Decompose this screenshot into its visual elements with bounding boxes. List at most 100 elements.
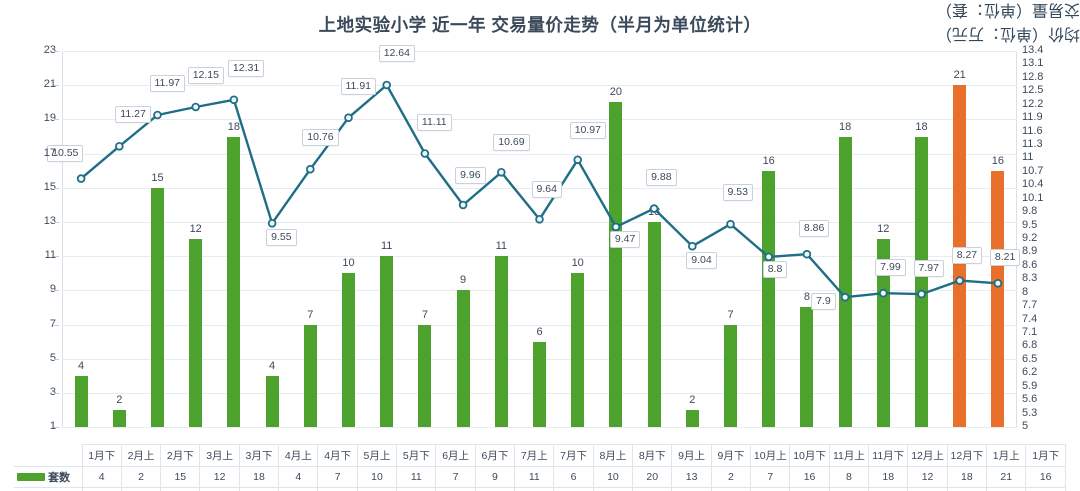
bar[interactable] xyxy=(533,341,546,427)
y-axis-left-tick: 21 xyxy=(43,78,56,91)
bar[interactable] xyxy=(342,273,355,427)
table-cell-price: 9.55 xyxy=(278,487,319,491)
table-cell-volume: 10 xyxy=(592,466,634,488)
bar-data-label: 15 xyxy=(151,171,164,184)
bar[interactable] xyxy=(380,256,394,427)
bar-data-label: 11 xyxy=(380,240,393,253)
line-marker[interactable] xyxy=(229,95,239,105)
line-marker[interactable] xyxy=(153,110,162,120)
y-axis-left-tick: 23 xyxy=(43,44,56,56)
line-data-label: 9.53 xyxy=(722,184,753,202)
bar[interactable] xyxy=(571,273,585,427)
bar[interactable] xyxy=(112,409,126,427)
bar[interactable] xyxy=(609,102,623,427)
y-axis-right-tick: 10.4 xyxy=(1022,178,1044,191)
table-cell-price: 12.31 xyxy=(238,487,280,491)
table-cell-price: 8.86 xyxy=(828,487,870,491)
bar[interactable] xyxy=(456,290,470,427)
table-cell-volume: 2 xyxy=(710,466,752,488)
y-axis-left-tick: 19 xyxy=(43,112,56,125)
table-cell-price: 9.96 xyxy=(474,487,516,491)
line-data-label: 8.21 xyxy=(989,249,1021,267)
line-marker[interactable] xyxy=(496,168,506,177)
line-data-label: 9.64 xyxy=(531,181,562,199)
bar[interactable] xyxy=(265,375,279,427)
y-axis-left-tick: 5 xyxy=(49,351,56,364)
gridline xyxy=(62,256,1017,258)
table-cell-price: 9.04 xyxy=(710,487,752,491)
table-row-categories: 1月下 2月上 2月下 3月上 3月下 4月上 4月下 5月上 5月下 6月上 6月下 7月上 7月下 8… xyxy=(14,444,1066,467)
y-axis-right-tick: 5.3 xyxy=(1022,406,1038,419)
table-corner-cell xyxy=(14,445,82,467)
bar-data-label: 18 xyxy=(227,120,241,133)
line-data-label: 9.47 xyxy=(609,230,641,248)
bar[interactable] xyxy=(647,221,661,427)
x-axis-category-label: 8月上 xyxy=(592,444,634,467)
line-data-label: 10.55 xyxy=(47,144,84,162)
table-cell-price: 9.88 xyxy=(671,487,712,491)
legend-label: 套数 xyxy=(48,472,70,484)
bar[interactable] xyxy=(762,170,776,427)
table-cell-volume: 21 xyxy=(986,466,1027,488)
table-cell-volume: 16 xyxy=(789,466,830,488)
bar-data-label: 7 xyxy=(307,308,314,321)
bar[interactable] xyxy=(685,409,699,427)
y-axis-left-tick-mark xyxy=(54,290,59,292)
line-marker[interactable] xyxy=(76,174,86,183)
line-marker[interactable] xyxy=(458,200,468,210)
table-cell-price: 12.15 xyxy=(199,487,240,491)
x-axis-category-label: 4月下 xyxy=(317,444,358,467)
plot-right-border xyxy=(1016,51,1017,427)
line-marker[interactable] xyxy=(114,142,124,151)
gridline xyxy=(62,51,1017,52)
bar[interactable] xyxy=(838,136,852,427)
line-marker[interactable] xyxy=(573,155,582,165)
table-cell-price: 9.64 xyxy=(553,487,594,491)
legend-item-volume[interactable]: 套数 xyxy=(14,466,83,488)
bar[interactable] xyxy=(227,136,241,427)
bar-data-label: 10 xyxy=(342,257,355,270)
table-cell-price: 8.27 xyxy=(986,487,1027,491)
table-cell-volume: 7 xyxy=(317,466,358,488)
bar-data-label: 12 xyxy=(189,223,202,235)
y-axis-right-tick: 5.9 xyxy=(1022,379,1038,392)
table-cell-volume: 11 xyxy=(514,466,555,488)
y-axis-right-tick: 9.8 xyxy=(1022,205,1038,218)
bar[interactable] xyxy=(915,136,928,427)
line-marker[interactable] xyxy=(191,102,201,112)
legend-item-price[interactable]: 价格 xyxy=(14,487,83,491)
bar[interactable] xyxy=(189,239,203,427)
bar[interactable] xyxy=(800,307,814,427)
bar[interactable] xyxy=(303,324,317,427)
y-axis-left-tick: 7 xyxy=(49,317,56,330)
bar[interactable] xyxy=(724,324,737,427)
plot-left-border xyxy=(62,51,63,427)
y-axis-right-tick: 8 xyxy=(1022,285,1029,298)
line-marker[interactable] xyxy=(306,164,315,174)
bar-data-label: 16 xyxy=(991,154,1005,167)
x-axis-category-label: 5月上 xyxy=(356,444,398,467)
line-data-label: 12.31 xyxy=(227,59,265,77)
y-axis-right-tick: 10.1 xyxy=(1022,191,1044,204)
bar-data-label: 13 xyxy=(647,205,661,218)
bar[interactable] xyxy=(991,170,1005,427)
bar-data-label: 11 xyxy=(495,240,507,253)
table-cell-price: 8.8 xyxy=(789,487,830,491)
x-axis-category-label: 7月下 xyxy=(553,444,594,467)
line-marker[interactable] xyxy=(687,241,697,251)
bar[interactable] xyxy=(74,375,88,427)
line-data-label: 11.27 xyxy=(115,106,151,124)
y-axis-right-tick: 13.1 xyxy=(1022,57,1044,70)
table-cell-price: 9.47 xyxy=(632,487,673,491)
table-cell-volume: 15 xyxy=(160,466,201,488)
table-cell-volume: 4 xyxy=(81,466,122,488)
y-axis-left-tick: 1 xyxy=(49,420,56,432)
bar[interactable] xyxy=(494,256,508,427)
bar[interactable] xyxy=(151,187,164,427)
bar-data-label: 7 xyxy=(421,308,428,321)
bar-data-label: 2 xyxy=(689,393,696,406)
gridline xyxy=(62,324,1017,326)
bar[interactable] xyxy=(418,324,432,427)
x-axis-category-label: 10月下 xyxy=(789,444,830,467)
